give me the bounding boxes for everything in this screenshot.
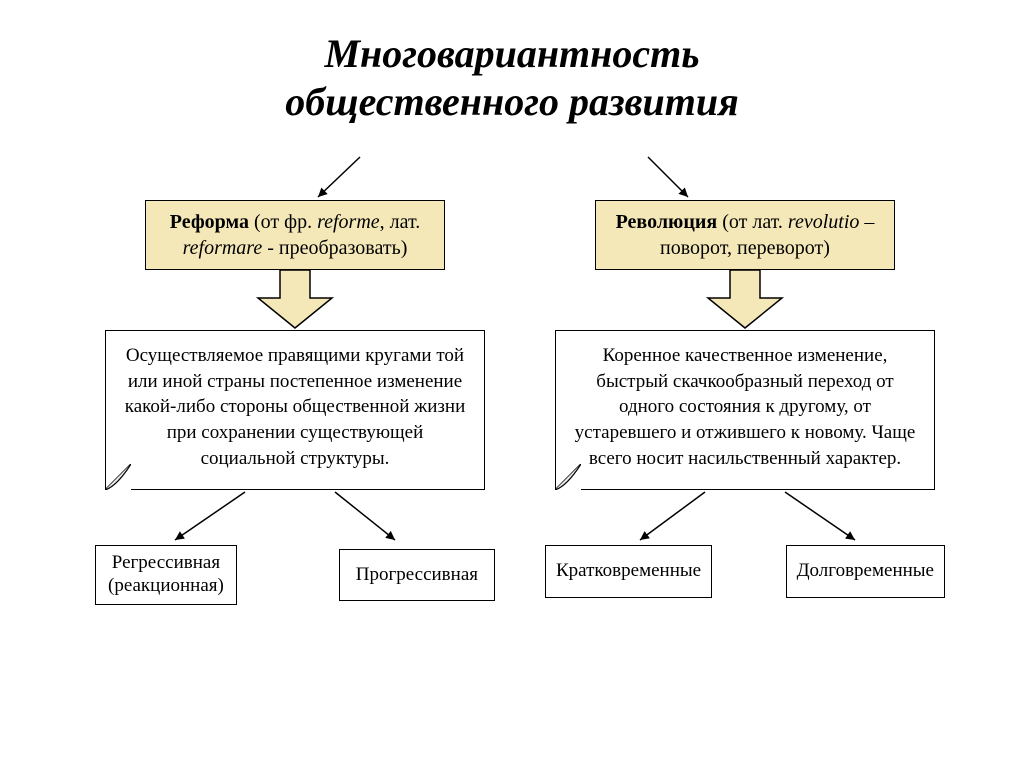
term-name-revolution: Революция — [616, 211, 718, 233]
arrow-title-to-left — [310, 155, 370, 205]
title-line-2: общественного развития — [285, 79, 738, 124]
leaf-row-reform: Регрессивная (реакционная) Прогрессивная — [95, 545, 495, 605]
term-box-reform: Реформа (от фр. reforme, лат. reformare … — [145, 200, 445, 270]
leaf-regressive: Регрессивная (реакционная) — [95, 545, 237, 605]
leaf-progressive: Прогрессивная — [339, 549, 495, 602]
title-line-1: Многовариантность — [324, 31, 699, 76]
arrow-revolution-to-leaves — [555, 490, 935, 545]
definition-box-revolution: Коренное качественное изменение, быстрый… — [555, 330, 935, 490]
leaf-row-revolution: Кратковременные Долговременные — [545, 545, 945, 598]
term-name-reform: Реформа — [170, 211, 249, 233]
block-arrow-revolution — [700, 270, 790, 330]
block-arrow-reform — [250, 270, 340, 330]
definition-text-reform: Осуществляемое правящими кругами той или… — [125, 345, 466, 469]
page-title: Многовариантность общественного развития — [0, 0, 1024, 126]
arrow-reform-to-leaves — [105, 490, 485, 545]
leaf-long-term: Долговременные — [786, 545, 945, 598]
column-reform: Реформа (от фр. reforme, лат. reformare … — [95, 200, 495, 605]
arrow-title-to-right — [640, 155, 700, 205]
definition-text-revolution: Коренное качественное изменение, быстрый… — [575, 345, 916, 469]
column-revolution: Революция (от лат. revolutio – поворот, … — [545, 200, 945, 598]
page-curl-icon — [105, 464, 131, 490]
definition-box-reform: Осуществляемое правящими кругами той или… — [105, 330, 485, 490]
term-box-revolution: Революция (от лат. revolutio – поворот, … — [595, 200, 895, 270]
page-curl-icon — [555, 464, 581, 490]
leaf-short-term: Кратковременные — [545, 545, 712, 598]
